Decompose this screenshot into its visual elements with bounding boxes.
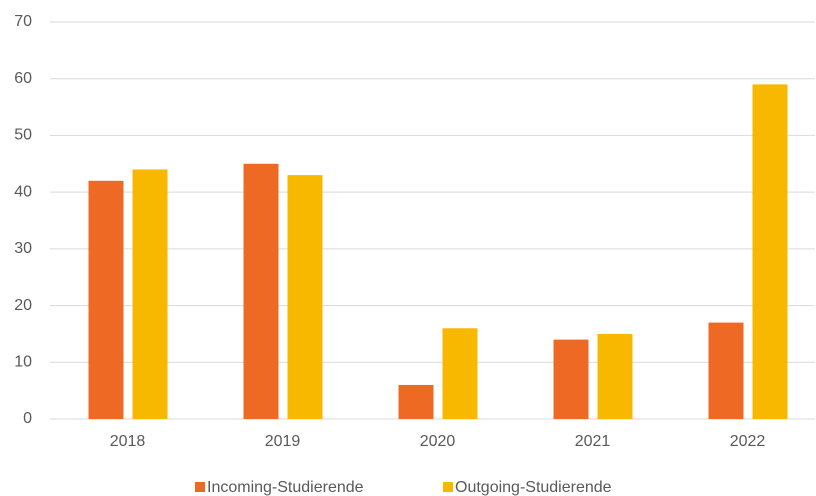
y-tick-label: 0 (23, 410, 32, 427)
y-tick-label: 20 (14, 297, 32, 314)
bar (132, 169, 168, 419)
legend-swatch (443, 482, 453, 492)
x-tick-label: 2021 (575, 433, 611, 450)
x-tick-label: 2019 (265, 433, 301, 450)
legend-label: Outgoing-Studierende (455, 479, 612, 496)
legend-swatch (195, 482, 205, 492)
bar (287, 175, 323, 419)
bar (442, 328, 478, 419)
y-tick-label: 10 (14, 354, 32, 371)
x-tick-label: 2020 (420, 433, 456, 450)
bar (88, 180, 124, 419)
bar (398, 384, 434, 419)
y-tick-label: 30 (14, 240, 32, 257)
bar (708, 322, 744, 419)
y-tick-label: 40 (14, 183, 32, 200)
legend-label: Incoming-Studierende (207, 479, 364, 496)
x-tick-label: 2022 (730, 433, 766, 450)
bar (597, 333, 633, 419)
bar (553, 339, 589, 419)
y-tick-label: 50 (14, 127, 32, 144)
y-tick-label: 70 (14, 13, 32, 30)
bar (752, 84, 788, 419)
y-tick-label: 60 (14, 70, 32, 87)
x-tick-label: 2018 (110, 433, 146, 450)
bar (243, 163, 279, 419)
